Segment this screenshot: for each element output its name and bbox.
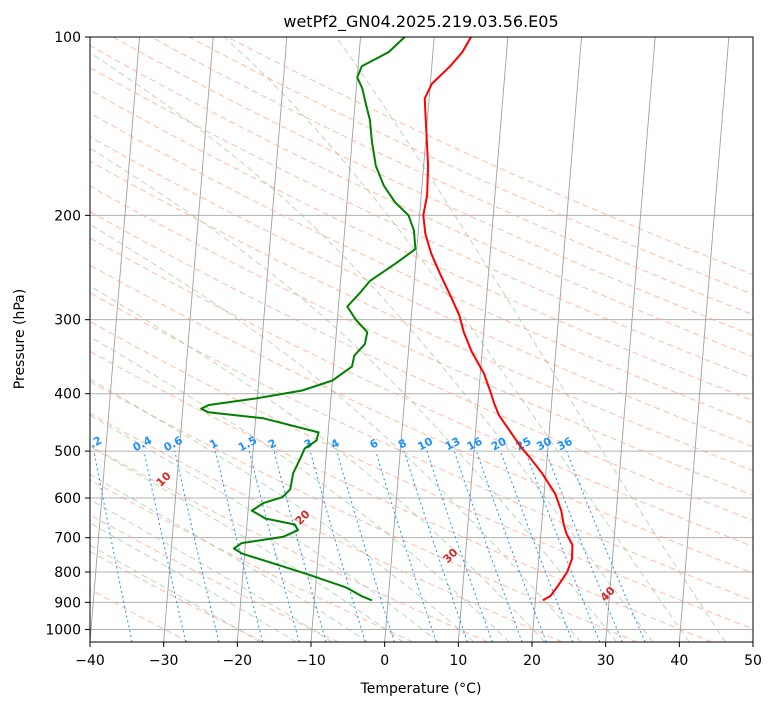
moist-adiabat	[90, 544, 261, 642]
sounding-profiles	[200, 37, 574, 602]
isotherm	[605, 37, 656, 642]
moist-adiabat	[90, 522, 297, 642]
plot-frame	[89, 36, 754, 643]
isotherm	[310, 37, 361, 642]
y-tick-label: 100	[54, 30, 81, 46]
x-tick-label: 20	[523, 653, 541, 669]
mixing-ratio-label: 13	[443, 435, 463, 454]
mixing-ratio-line	[500, 450, 574, 642]
mixing-ratio-lines	[93, 450, 646, 642]
moist-adiabat	[335, 37, 726, 642]
x-axis: −40 −30 −20 −10 0 10 20 30 40 50	[75, 642, 762, 669]
mixing-ratio-label: 10	[415, 435, 435, 454]
x-tick-label: −30	[149, 653, 179, 669]
mixing-ratio-line	[375, 450, 437, 642]
mixing-ratio-line	[273, 450, 327, 642]
x-tick-label: 0	[380, 653, 389, 669]
plot-area: 0.10.20.40.611.52346810131620253036-100-…	[90, 37, 753, 642]
x-tick-label: 30	[597, 653, 615, 669]
pressure-gridlines	[90, 37, 753, 630]
dry-adiabat	[90, 412, 563, 642]
mixing-ratio-label: 30	[534, 435, 554, 454]
dry-adiabat	[90, 514, 339, 642]
dry-adiabat	[90, 136, 753, 448]
moist-adiabat	[90, 499, 333, 642]
chart-title: wetPf2_GN04.2025.219.03.56.E05	[283, 12, 558, 32]
x-tick-label: −40	[75, 653, 105, 669]
x-tick-label: 10	[449, 653, 467, 669]
mixing-ratio-line	[403, 450, 468, 642]
mixing-ratio-label: 25	[514, 435, 534, 454]
x-axis-title: Temperature (°C)	[360, 681, 482, 697]
mixing-ratio-line	[475, 450, 547, 642]
isotherm	[678, 37, 730, 642]
mixing-ratio-line	[524, 450, 601, 642]
isotherm	[163, 37, 214, 642]
dewpoint-profile	[200, 37, 417, 602]
y-tick-label: 800	[54, 565, 81, 581]
y-tick-label: 900	[54, 595, 81, 611]
x-tick-label: −10	[296, 653, 326, 669]
y-axis: 100 200 300 400 500 600 700 800 900 1000	[45, 30, 90, 638]
y-tick-label: 1000	[45, 622, 81, 638]
isotherm	[236, 37, 288, 642]
y-tick-label: 300	[54, 313, 81, 329]
y-tick-label: 600	[54, 491, 81, 507]
dry-adiabat	[90, 264, 753, 574]
y-tick-label: 700	[54, 531, 81, 547]
moist-adiabat	[90, 52, 654, 642]
dry-adiabat	[90, 381, 638, 642]
y-axis-title: Pressure (hPa)	[12, 289, 28, 389]
temperature-profile	[422, 37, 574, 602]
isotherm	[531, 37, 582, 642]
mixing-ratio-line	[336, 450, 395, 642]
mixing-ratio-line	[426, 450, 493, 642]
isotherm	[90, 37, 140, 642]
dry-adiabat	[90, 292, 753, 602]
mixing-ratio-label: 36	[555, 435, 575, 454]
y-tick-label: 400	[54, 387, 81, 403]
mixing-ratio-line	[453, 450, 523, 642]
moist-adiabat	[224, 37, 690, 642]
moist-adiabat	[90, 378, 475, 642]
dry-adiabat	[90, 321, 753, 630]
moist-adiabat	[90, 414, 439, 642]
mixing-ratio-line	[309, 450, 366, 642]
moist-adiabat	[90, 336, 510, 642]
isotherm	[457, 37, 509, 642]
moist-adiabat	[90, 445, 404, 642]
moist-adiabat	[90, 285, 546, 642]
mixing-ratio-line	[545, 450, 623, 642]
mixing-ratio-label: 20	[489, 435, 509, 454]
y-tick-label: 500	[54, 444, 81, 460]
x-tick-label: −20	[223, 653, 253, 669]
x-tick-label: 50	[744, 653, 762, 669]
y-tick-label: 200	[54, 208, 81, 224]
x-tick-label: 40	[670, 653, 688, 669]
mixing-ratio-label: 16	[465, 435, 485, 454]
